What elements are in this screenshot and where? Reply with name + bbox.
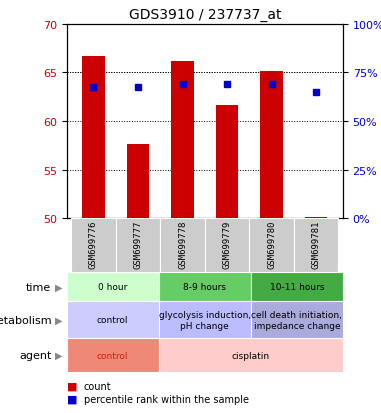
Bar bbox=[116, 219, 160, 273]
Text: cisplatin: cisplatin bbox=[232, 351, 270, 360]
Text: GSM699778: GSM699778 bbox=[178, 221, 187, 269]
Text: ▶: ▶ bbox=[55, 315, 63, 325]
Bar bbox=[159, 339, 343, 372]
Text: GSM699777: GSM699777 bbox=[133, 221, 142, 269]
Bar bbox=[251, 273, 343, 301]
Bar bbox=[294, 219, 338, 273]
Text: GSM699779: GSM699779 bbox=[223, 221, 232, 269]
Text: GSM699780: GSM699780 bbox=[267, 221, 276, 269]
Bar bbox=[261, 71, 283, 219]
Bar bbox=[159, 273, 251, 301]
Bar bbox=[305, 218, 327, 219]
Text: cell death initiation,
impedance change: cell death initiation, impedance change bbox=[251, 311, 342, 330]
Text: metabolism: metabolism bbox=[0, 315, 51, 325]
Text: GSM699776: GSM699776 bbox=[89, 221, 98, 269]
Bar bbox=[159, 301, 251, 339]
Bar bbox=[82, 57, 104, 219]
Text: count: count bbox=[84, 381, 112, 391]
Text: ▶: ▶ bbox=[55, 282, 63, 292]
Text: glycolysis induction,
pH change: glycolysis induction, pH change bbox=[159, 311, 251, 330]
Text: ▶: ▶ bbox=[55, 350, 63, 360]
Bar bbox=[171, 62, 194, 219]
Bar bbox=[67, 301, 159, 339]
Text: control: control bbox=[97, 351, 128, 360]
Bar bbox=[205, 219, 249, 273]
Bar bbox=[127, 144, 149, 219]
Text: 10-11 hours: 10-11 hours bbox=[270, 282, 324, 292]
Text: GSM699781: GSM699781 bbox=[312, 221, 321, 269]
Text: ■: ■ bbox=[67, 394, 77, 404]
Text: agent: agent bbox=[19, 350, 51, 360]
Bar bbox=[67, 273, 159, 301]
Text: control: control bbox=[97, 316, 128, 325]
Bar bbox=[249, 219, 294, 273]
Bar bbox=[71, 219, 116, 273]
Bar bbox=[67, 339, 159, 372]
Bar bbox=[160, 219, 205, 273]
Text: 8-9 hours: 8-9 hours bbox=[183, 282, 226, 292]
Bar bbox=[216, 105, 238, 219]
Text: percentile rank within the sample: percentile rank within the sample bbox=[84, 394, 249, 404]
Text: 0 hour: 0 hour bbox=[98, 282, 127, 292]
Text: ■: ■ bbox=[67, 381, 77, 391]
Title: GDS3910 / 237737_at: GDS3910 / 237737_at bbox=[128, 8, 281, 22]
Bar bbox=[251, 301, 343, 339]
Text: time: time bbox=[26, 282, 51, 292]
